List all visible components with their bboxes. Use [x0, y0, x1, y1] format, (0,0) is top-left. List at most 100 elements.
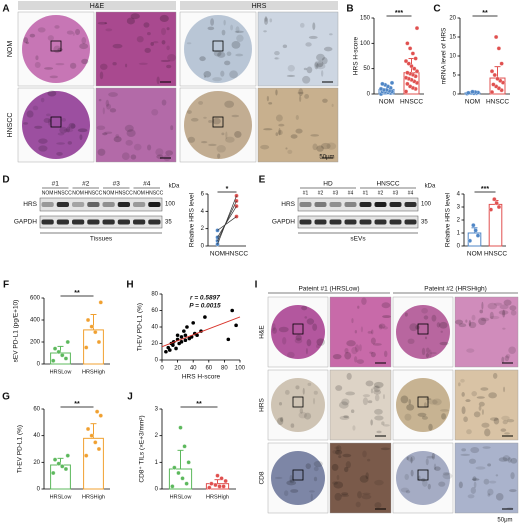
tissue-texture: [426, 347, 430, 354]
inset-box: [292, 469, 304, 481]
data-point: [412, 66, 417, 71]
tissue-texture: [121, 152, 130, 161]
blot-band: [102, 202, 115, 207]
y-tick-label: 0: [453, 92, 457, 98]
y-tick-label: 200: [30, 340, 41, 346]
tissue-texture: [458, 382, 461, 387]
panel-label: C: [433, 4, 440, 15]
tissue-texture: [362, 394, 371, 398]
data-point: [84, 453, 89, 458]
tissue-texture: [383, 350, 388, 358]
tissue-texture: [329, 33, 333, 36]
tissue-texture: [467, 494, 475, 499]
tissue-texture: [66, 126, 71, 133]
tissue-texture: [382, 424, 390, 427]
tissue-texture: [487, 493, 491, 497]
data-point: [93, 440, 98, 445]
tissue-texture: [45, 113, 52, 117]
data-point: [178, 425, 183, 430]
tissue-texture: [224, 100, 235, 108]
y-axis-label: sEV PD-L1 (pg/E+10): [13, 300, 20, 363]
tissue-texture: [424, 336, 428, 340]
tissue-texture: [126, 129, 136, 137]
group-label: #2: [82, 181, 90, 188]
tissue-texture: [199, 56, 206, 62]
data-point: [406, 61, 411, 66]
tissue-texture: [304, 412, 312, 420]
tissue-core: [22, 15, 90, 83]
tissue-texture: [357, 491, 362, 499]
tissue-texture: [373, 381, 384, 388]
x-tick-label: NOM: [379, 99, 394, 106]
x-axis-label: HRS H-score: [182, 374, 221, 381]
tissue-texture: [428, 423, 433, 431]
tissue-texture: [374, 502, 382, 509]
tissue-texture: [108, 92, 118, 97]
tissue-texture: [484, 428, 491, 437]
tissue-texture: [124, 63, 128, 68]
tissue-texture: [203, 71, 212, 78]
tissue-texture: [269, 18, 273, 23]
tissue-texture: [312, 143, 318, 151]
tissue-texture: [507, 457, 512, 463]
tissue-texture: [423, 402, 427, 408]
inset-box: [417, 323, 429, 335]
x-tick-label: HNSCC: [484, 251, 507, 258]
x-tick-label: 40: [190, 366, 197, 372]
tissue-texture: [37, 27, 46, 33]
tissue-texture: [369, 351, 373, 354]
data-point: [85, 317, 91, 323]
tissue-texture: [59, 126, 68, 134]
tissue-texture: [361, 494, 372, 500]
scatter-point: [230, 308, 234, 313]
tissue-texture: [471, 391, 478, 397]
x-tick-label: HNSCC: [486, 99, 509, 106]
tissue-texture: [295, 128, 303, 134]
blot-band: [117, 219, 130, 225]
tissue-texture: [312, 397, 316, 405]
tissue-texture: [304, 316, 308, 319]
data-point: [209, 481, 214, 486]
tissue-texture: [400, 395, 409, 404]
lane-label: NOM: [42, 190, 54, 196]
tissue-texture: [341, 398, 350, 406]
tissue-texture: [217, 51, 226, 58]
data-point: [96, 339, 102, 345]
tissue-texture: [56, 142, 65, 145]
tissue-texture: [344, 347, 349, 354]
column-header: Pateint #2 (HRSHigh): [424, 286, 487, 293]
tissue-texture: [421, 347, 426, 356]
micrograph: [95, 11, 177, 87]
tissue-texture: [370, 337, 376, 345]
data-point: [496, 204, 502, 210]
tissue-texture: [472, 476, 477, 482]
tissue-texture: [306, 318, 315, 325]
tissue-texture: [342, 453, 352, 458]
tissue-texture: [236, 34, 244, 42]
tissue-texture: [487, 302, 498, 310]
tissue-texture: [200, 141, 208, 144]
tissue-texture: [298, 411, 307, 419]
tissue-texture: [72, 32, 75, 36]
tissue-texture: [382, 326, 388, 330]
tissue-texture: [226, 51, 232, 56]
tissue-texture: [493, 417, 500, 425]
y-tick-label: 80: [151, 292, 158, 298]
tissue-texture: [305, 347, 308, 355]
tissue-texture: [415, 325, 420, 330]
blot-strip: [297, 197, 419, 212]
tissue-texture: [290, 134, 298, 139]
tissue-texture: [290, 423, 295, 428]
tissue-texture: [503, 299, 512, 306]
tissue-texture: [376, 430, 382, 434]
tissue-texture: [25, 41, 29, 45]
tissue-texture: [487, 463, 492, 467]
tissue-texture: [316, 53, 325, 61]
tissue-texture: [373, 389, 382, 395]
tissue-texture: [465, 399, 471, 403]
lane-label: #3: [333, 190, 339, 196]
tissue-texture: [343, 415, 349, 419]
bar: [83, 437, 104, 490]
tissue-texture: [57, 48, 63, 52]
scatter-point: [183, 333, 188, 338]
